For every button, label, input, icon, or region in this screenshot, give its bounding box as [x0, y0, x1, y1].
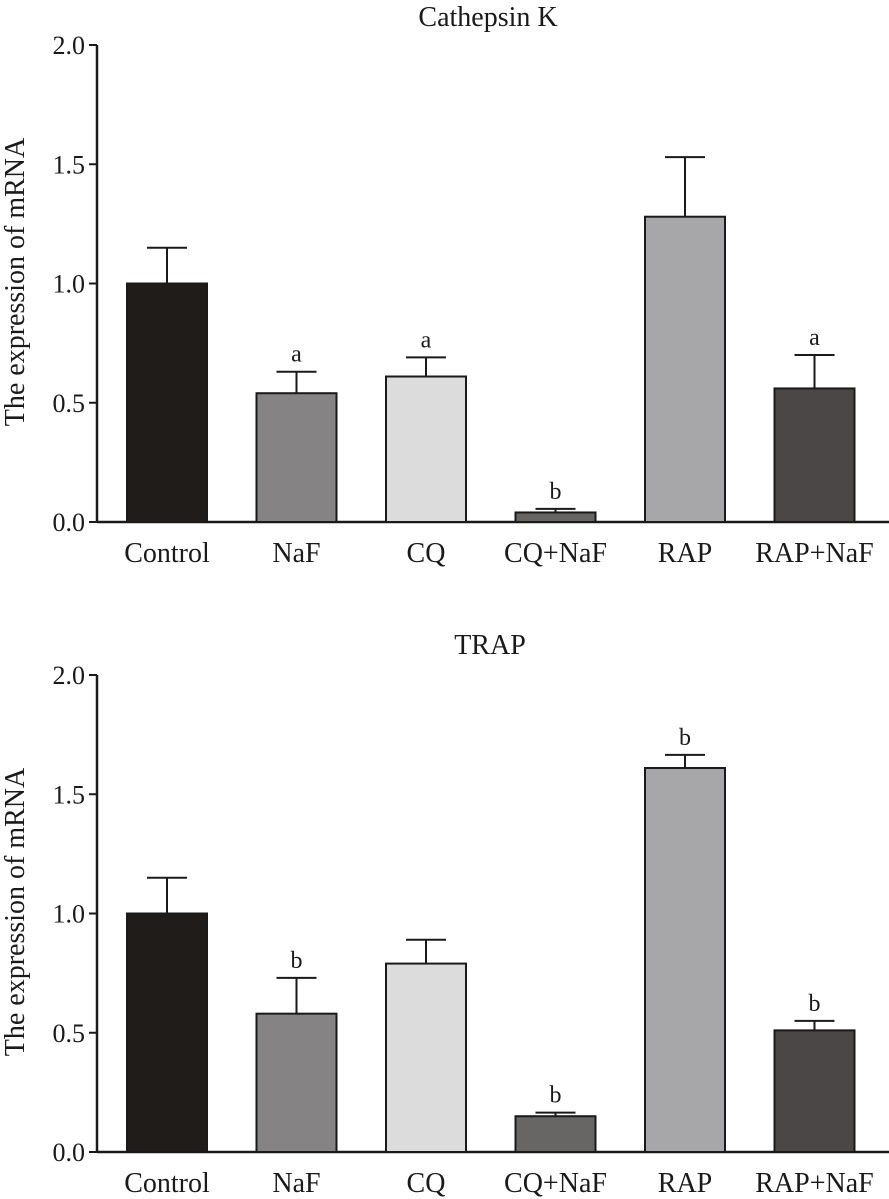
- y-tick-label: 1.5: [53, 150, 86, 179]
- bar: [514, 511, 597, 524]
- x-tick-label: NaF: [272, 1168, 320, 1199]
- x-tick-label: CQ: [407, 538, 446, 569]
- bar: [644, 215, 726, 523]
- significance-label: b: [809, 991, 821, 1017]
- significance-label: a: [421, 327, 432, 353]
- bar: [773, 1029, 856, 1153]
- y-tick-label: 1.0: [53, 900, 86, 929]
- significance-label: b: [550, 479, 562, 505]
- y-axis-label: The expression of mRNA: [0, 137, 31, 426]
- panel-trap: TRAP 0.0 0.5 1.0 1.5 2.0 The expression of mR…: [0, 630, 889, 1199]
- y-axis-label: The expression of mRNA: [0, 767, 31, 1056]
- x-tick-label: CQ+NaF: [504, 538, 607, 569]
- bar: [126, 282, 208, 523]
- bar: [773, 387, 856, 523]
- bar: [385, 962, 467, 1154]
- chart-title: Cathepsin K: [418, 2, 557, 33]
- x-tick-label: CQ+NaF: [504, 1168, 607, 1199]
- panel-cathepsin-k: Cathepsin K 0.0 0.5 1.0 1.5 2.0 The expressio…: [0, 2, 889, 569]
- x-tick-label: NaF: [272, 538, 320, 569]
- significance-label: b: [550, 1083, 562, 1109]
- y-tick-label: 1.5: [53, 780, 86, 809]
- bar: [385, 375, 467, 524]
- y-tick-label: 2.0: [53, 31, 86, 60]
- bar: [644, 767, 726, 1153]
- x-tick-label: CQ: [407, 1168, 446, 1199]
- bar: [126, 912, 208, 1153]
- y-tick-label: 0.5: [53, 1019, 86, 1048]
- bar: [255, 392, 338, 523]
- x-tick-label: RAP+NaF: [755, 1168, 873, 1199]
- bar: [514, 1115, 597, 1153]
- x-tick-label: Control: [124, 1168, 210, 1199]
- y-tick-label: 0.5: [53, 389, 86, 418]
- x-tick-label: RAP: [658, 538, 712, 569]
- x-tick-label: RAP: [658, 1168, 712, 1199]
- chart-title: TRAP: [454, 630, 526, 661]
- y-tick-label: 0.0: [53, 1138, 86, 1167]
- significance-label: a: [809, 325, 820, 351]
- y-tick-label: 1.0: [53, 270, 86, 299]
- bar: [255, 1012, 338, 1153]
- x-tick-label: Control: [124, 538, 210, 569]
- x-tick-label: RAP+NaF: [755, 538, 873, 569]
- significance-label: b: [291, 948, 303, 974]
- significance-label: a: [291, 342, 302, 368]
- y-tick-label: 0.0: [53, 508, 86, 537]
- significance-label: b: [679, 725, 691, 751]
- y-tick-label: 2.0: [53, 661, 86, 690]
